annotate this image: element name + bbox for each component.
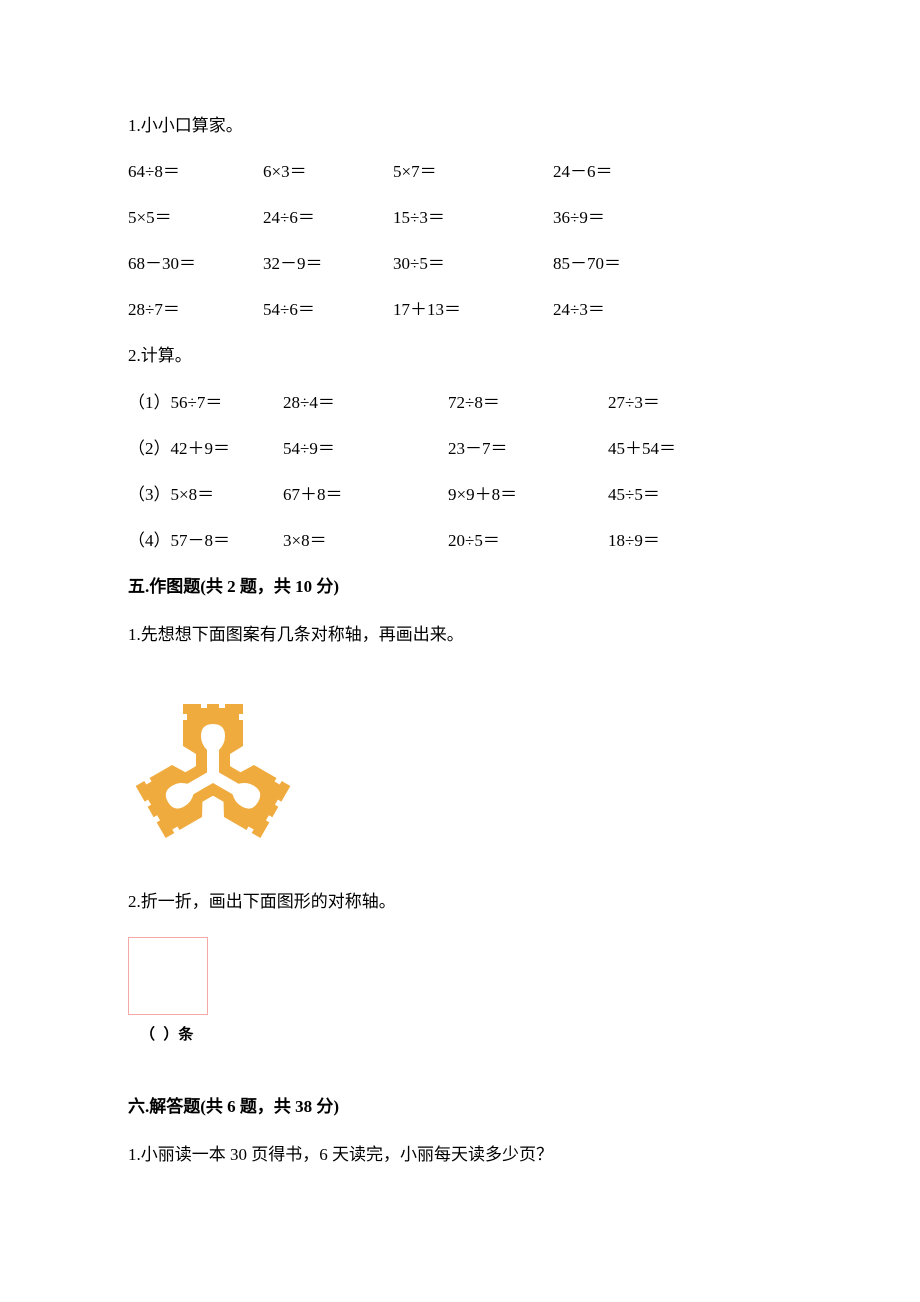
section5-heading: 五.作图题(共 2 题，共 10 分) (128, 576, 792, 598)
s6-q1-text: 1.小丽读一本 30 页得书，6 天读完，小丽每天读多少页？ (128, 1144, 792, 1166)
q2-cell: （1）56÷7＝ (128, 392, 283, 414)
q1-cell: 32－9＝ (263, 253, 393, 275)
q1-cell: 24÷3＝ (553, 299, 713, 321)
s5-q1-text: 1.先想想下面图案有几条对称轴，再画出来。 (128, 624, 792, 646)
q2-cell: 20÷5＝ (448, 530, 608, 552)
q1-row-2: 68－30＝ 32－9＝ 30÷5＝ 85－70＝ (128, 253, 792, 275)
q2-row-0: （1）56÷7＝ 28÷4＝ 72÷8＝ 27÷3＝ (128, 392, 792, 414)
q2-row-3: （4）57－8＝ 3×8＝ 20÷5＝ 18÷9＝ (128, 530, 792, 552)
q2-cell: 54÷9＝ (283, 438, 448, 460)
q1-row-1: 5×5＝ 24÷6＝ 15÷3＝ 36÷9＝ (128, 207, 792, 229)
q2-cell: 23－7＝ (448, 438, 608, 460)
section6-heading: 六.解答题(共 6 题，共 38 分) (128, 1096, 792, 1118)
q2-cell: 18÷9＝ (608, 530, 738, 552)
square-box (128, 937, 208, 1015)
q1-cell: 24－6＝ (553, 161, 713, 183)
q1-cell: 54÷6＝ (263, 299, 393, 321)
q2-title: 2.计算。 (128, 345, 792, 367)
q2-cell: 3×8＝ (283, 530, 448, 552)
trefoil-figure (128, 676, 792, 861)
q2-cell: （4）57－8＝ (128, 530, 283, 552)
q1-cell: 5×7＝ (393, 161, 553, 183)
q1-cell: 36÷9＝ (553, 207, 713, 229)
q1-cell: 85－70＝ (553, 253, 713, 275)
q1-cell: 6×3＝ (263, 161, 393, 183)
q2-row-1: （2）42＋9＝ 54÷9＝ 23－7＝ 45＋54＝ (128, 438, 792, 460)
q1-cell: 64÷8＝ (128, 161, 263, 183)
q2-cell: 27÷3＝ (608, 392, 738, 414)
worksheet-page: 1.小小口算家。 64÷8＝ 6×3＝ 5×7＝ 24－6＝ 5×5＝ 24÷6… (0, 0, 920, 1302)
q1-cell: 5×5＝ (128, 207, 263, 229)
q2-cell: 9×9＋8＝ (448, 484, 608, 506)
q1-cell: 68－30＝ (128, 253, 263, 275)
square-figure: （ ）条 (128, 937, 792, 1044)
q1-cell: 17＋13＝ (393, 299, 553, 321)
q1-cell: 28÷7＝ (128, 299, 263, 321)
q2-cell: 45÷5＝ (608, 484, 738, 506)
q2-cell: 45＋54＝ (608, 438, 738, 460)
q1-row-3: 28÷7＝ 54÷6＝ 17＋13＝ 24÷3＝ (128, 299, 792, 321)
q2-cell: （3）5×8＝ (128, 484, 283, 506)
q2-cell: 72÷8＝ (448, 392, 608, 414)
trefoil-icon (128, 676, 298, 856)
q1-row-0: 64÷8＝ 6×3＝ 5×7＝ 24－6＝ (128, 161, 792, 183)
q2-cell: （2）42＋9＝ (128, 438, 283, 460)
q2-row-2: （3）5×8＝ 67＋8＝ 9×9＋8＝ 45÷5＝ (128, 484, 792, 506)
q1-cell: 15÷3＝ (393, 207, 553, 229)
q2-cell: 67＋8＝ (283, 484, 448, 506)
q1-cell: 24÷6＝ (263, 207, 393, 229)
q1-title: 1.小小口算家。 (128, 115, 792, 137)
q1-cell: 30÷5＝ (393, 253, 553, 275)
square-blank-label: （ ）条 (140, 1023, 792, 1044)
s5-q2-text: 2.折一折，画出下面图形的对称轴。 (128, 891, 792, 913)
q2-cell: 28÷4＝ (283, 392, 448, 414)
